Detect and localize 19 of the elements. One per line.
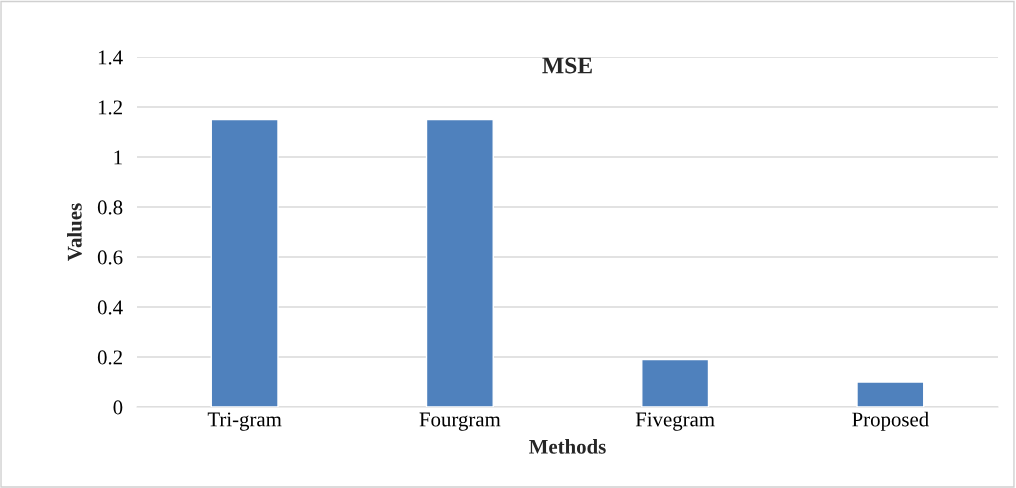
y-tick-label: 1.4 <box>98 50 123 65</box>
x-tick-label: Fourgram <box>419 412 501 431</box>
bar <box>641 358 710 407</box>
y-tick-label: 0.8 <box>97 200 123 215</box>
x-tick-label: Tri-gram <box>207 412 282 431</box>
x-tick-label: Fivegram <box>635 412 715 431</box>
y-tick-label: 0.4 <box>97 300 123 315</box>
y-tick-label: 1 <box>114 150 122 165</box>
bar <box>856 381 925 407</box>
y-tick-label: 0 <box>113 400 123 415</box>
y-tick-label: 0.6 <box>97 250 123 265</box>
bar <box>425 118 494 407</box>
x-tick-label: Proposed <box>852 411 929 431</box>
chart-title: MSE <box>542 57 592 74</box>
bar <box>210 118 279 407</box>
x-axis-title: Methods <box>529 439 606 454</box>
y-axis-title: Values <box>67 203 82 261</box>
y-tick-label: 1.2 <box>98 100 122 115</box>
y-tick-label: 0.2 <box>97 350 122 365</box>
